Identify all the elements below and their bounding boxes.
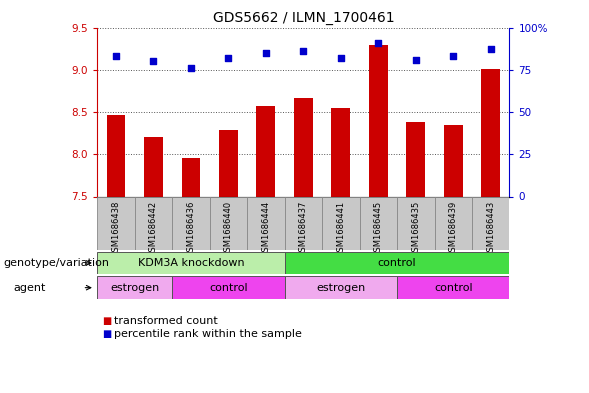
- Text: GSM1686440: GSM1686440: [224, 201, 233, 257]
- Text: GSM1686444: GSM1686444: [262, 201, 270, 257]
- Text: percentile rank within the sample: percentile rank within the sample: [114, 329, 302, 340]
- Text: estrogen: estrogen: [316, 283, 365, 293]
- Text: control: control: [378, 258, 416, 268]
- Bar: [135, 196, 172, 250]
- Bar: [472, 196, 509, 250]
- Bar: [219, 130, 238, 196]
- Bar: [144, 136, 163, 196]
- Text: GSM1686441: GSM1686441: [336, 201, 345, 257]
- Bar: [97, 276, 172, 299]
- Bar: [481, 69, 500, 196]
- Point: [186, 65, 196, 71]
- Bar: [181, 158, 200, 196]
- Bar: [284, 276, 397, 299]
- Point: [411, 57, 421, 63]
- Text: agent: agent: [13, 283, 45, 293]
- Point: [299, 48, 308, 54]
- Bar: [172, 196, 210, 250]
- Text: estrogen: estrogen: [110, 283, 159, 293]
- Bar: [369, 45, 388, 196]
- Text: control: control: [209, 283, 248, 293]
- Bar: [172, 276, 284, 299]
- Text: GSM1686443: GSM1686443: [487, 201, 495, 257]
- Text: GSM1686439: GSM1686439: [449, 201, 458, 257]
- Text: ■: ■: [102, 329, 111, 340]
- Text: GSM1686438: GSM1686438: [111, 201, 120, 257]
- Point: [486, 46, 495, 53]
- Bar: [256, 106, 275, 196]
- Point: [261, 50, 270, 56]
- Text: GSM1686436: GSM1686436: [186, 201, 196, 257]
- Bar: [435, 196, 472, 250]
- Bar: [284, 252, 509, 274]
- Title: GDS5662 / ILMN_1700461: GDS5662 / ILMN_1700461: [213, 11, 394, 25]
- Point: [373, 40, 383, 46]
- Point: [111, 53, 121, 59]
- Point: [224, 55, 233, 61]
- Text: control: control: [434, 283, 472, 293]
- Bar: [97, 196, 135, 250]
- Text: GSM1686442: GSM1686442: [149, 201, 158, 257]
- Text: genotype/variation: genotype/variation: [3, 258, 109, 268]
- Bar: [294, 99, 313, 196]
- Bar: [107, 116, 125, 196]
- Bar: [97, 252, 284, 274]
- Bar: [359, 196, 397, 250]
- Text: transformed count: transformed count: [114, 316, 217, 326]
- Text: GSM1686445: GSM1686445: [374, 201, 383, 257]
- Text: GSM1686437: GSM1686437: [299, 201, 308, 257]
- Bar: [322, 196, 359, 250]
- Bar: [406, 122, 425, 196]
- Bar: [210, 196, 247, 250]
- Bar: [397, 276, 509, 299]
- Text: KDM3A knockdown: KDM3A knockdown: [138, 258, 244, 268]
- Point: [148, 58, 158, 64]
- Bar: [444, 125, 462, 196]
- Point: [449, 53, 458, 59]
- Bar: [332, 108, 350, 196]
- Bar: [284, 196, 322, 250]
- Text: ■: ■: [102, 316, 111, 326]
- Bar: [247, 196, 284, 250]
- Text: GSM1686435: GSM1686435: [411, 201, 421, 257]
- Bar: [397, 196, 435, 250]
- Point: [336, 55, 346, 61]
